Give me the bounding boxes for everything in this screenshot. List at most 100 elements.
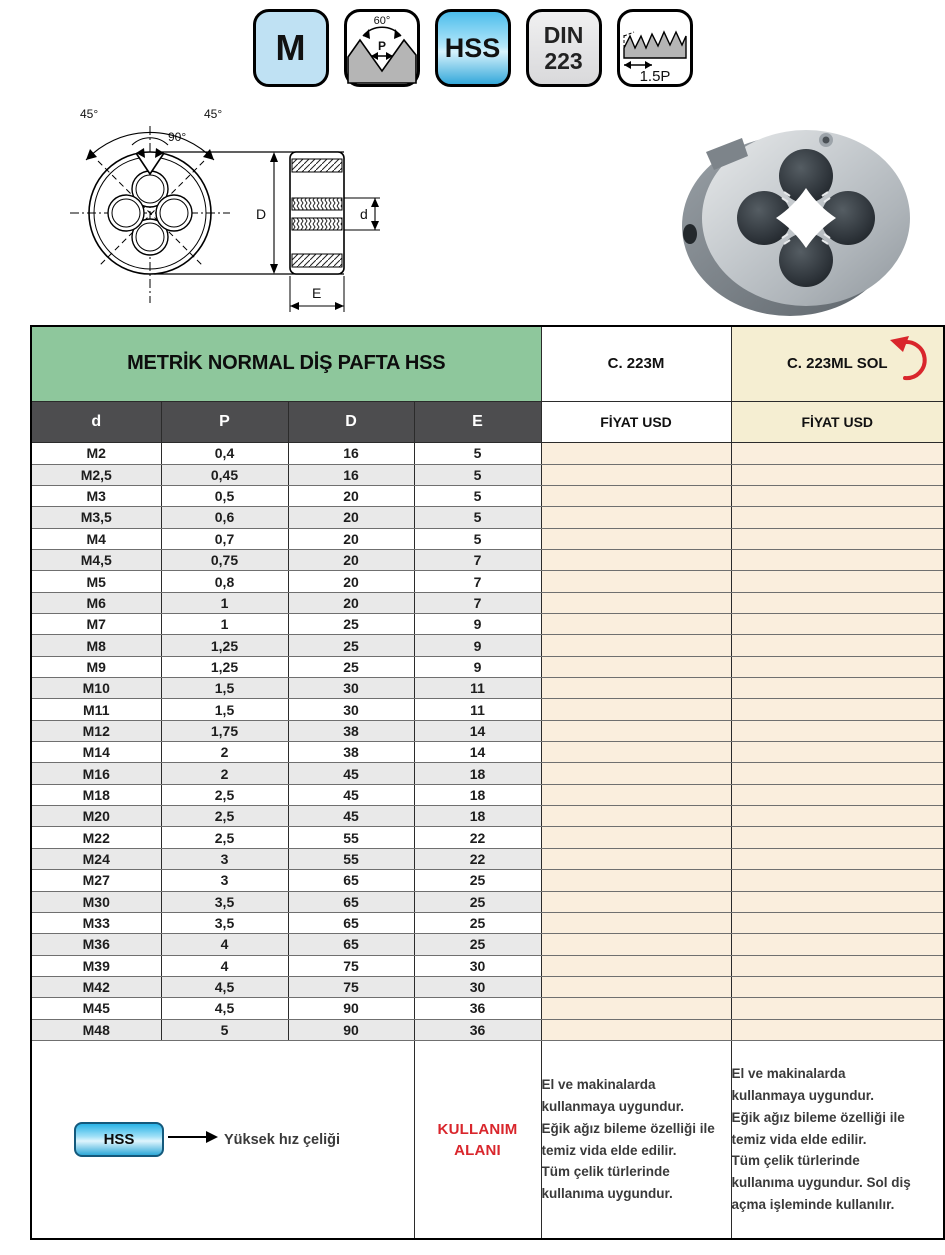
size-cell: 55 (287, 847, 415, 871)
price-cell-empty (540, 442, 732, 465)
size-cell: 14 (413, 741, 542, 764)
legend-arrow-icon (168, 1130, 218, 1149)
col-head-E: E (413, 400, 542, 444)
price-cell-empty (730, 890, 945, 913)
size-cell: 2,5 (160, 805, 289, 828)
size-cell: 1,25 (160, 634, 289, 657)
size-cell: 0,45 (160, 463, 289, 486)
price-cell-empty (540, 890, 732, 913)
table-row: M12 1,75 38 14 (30, 719, 945, 743)
size-cell: 2 (160, 762, 289, 785)
size-cell: 5 (413, 506, 542, 529)
usage-text-right-hand: El ve makinalarda kullanmaya uygundur. E… (540, 1040, 732, 1240)
size-cell: 0,7 (160, 527, 289, 551)
price-cell-empty (730, 997, 945, 1020)
angle-left-label: 45° (80, 107, 98, 121)
size-cell: 38 (287, 719, 415, 743)
price-cell-empty (730, 954, 945, 977)
table-row: M45 4,5 90 36 (30, 997, 945, 1020)
din-line1: DIN (543, 21, 584, 48)
size-cell: 3 (160, 869, 289, 892)
table-row: M9 1,25 25 9 (30, 655, 945, 679)
size-cell: 20 (287, 506, 415, 529)
size-cell: 9 (413, 655, 542, 679)
size-cell: 65 (287, 911, 415, 935)
die-technical-drawing: 90° 45° 45° (28, 98, 388, 328)
table-title: METRİK NORMAL DİŞ PAFTA HSS (30, 325, 542, 402)
thread-pitch-label: P (377, 39, 385, 53)
table-row: M48 5 90 36 (30, 1018, 945, 1042)
table-row: M3 0,5 20 5 (30, 484, 945, 508)
col-head-d: d (30, 400, 162, 444)
price-head-right-hand: FİYAT USD (540, 400, 732, 444)
din-line2: 223 (544, 48, 583, 74)
price-cell-empty (730, 933, 945, 956)
product-code-right-hand: C. 223M (540, 325, 732, 402)
size-cell: M48 (30, 1018, 162, 1042)
hss-chip: HSS (74, 1122, 164, 1158)
size-cell: 25 (287, 613, 415, 636)
product-code-left-hand: C. 223ML SOL (730, 325, 945, 402)
size-cell: 20 (287, 484, 415, 508)
size-cell: M4 (30, 527, 162, 551)
price-cell-empty (540, 506, 732, 529)
size-cell: 45 (287, 783, 415, 807)
price-cell-empty (540, 741, 732, 764)
table-row: M5 0,8 20 7 (30, 570, 945, 593)
dim-outer-label: D (256, 206, 266, 222)
price-cell-empty (730, 634, 945, 657)
size-cell: 9 (413, 634, 542, 657)
size-cell: M2,5 (30, 463, 162, 486)
price-cell-empty (730, 869, 945, 892)
size-cell: 2 (160, 741, 289, 764)
size-cell: 2,5 (160, 826, 289, 849)
size-cell: 1 (160, 591, 289, 615)
table-row: M4 0,7 20 5 (30, 527, 945, 551)
size-cell: M45 (30, 997, 162, 1020)
size-cell: 38 (287, 741, 415, 764)
col-head-p: P (160, 400, 289, 444)
size-cell: 65 (287, 869, 415, 892)
price-cell-empty (540, 869, 732, 892)
size-cell: 0,6 (160, 506, 289, 529)
price-cell-empty (730, 591, 945, 615)
table-row: M3,5 0,6 20 5 (30, 506, 945, 529)
size-cell: 36 (413, 997, 542, 1020)
size-cell: M10 (30, 677, 162, 700)
size-cell: M8 (30, 634, 162, 657)
size-cell: 20 (287, 548, 415, 572)
size-cell: M30 (30, 890, 162, 913)
size-cell: M27 (30, 869, 162, 892)
size-cell: 4 (160, 954, 289, 977)
size-cell: 1,5 (160, 698, 289, 721)
table-row: M4,5 0,75 20 7 (30, 548, 945, 572)
size-cell: 0,8 (160, 570, 289, 593)
table-row: M10 1,5 30 11 (30, 677, 945, 700)
table-row: M39 4 75 30 (30, 954, 945, 977)
thread-angle-value: 60° (373, 15, 390, 27)
size-cell: 25 (287, 655, 415, 679)
size-cell: M24 (30, 847, 162, 871)
size-cell: 25 (287, 634, 415, 657)
table-row: M14 2 38 14 (30, 741, 945, 764)
size-cell: 22 (413, 847, 542, 871)
size-cell: 30 (413, 975, 542, 999)
table-row: M2 0,4 16 5 (30, 442, 945, 465)
price-cell-empty (730, 762, 945, 785)
table-row: M18 2,5 45 18 (30, 783, 945, 807)
size-cell: 90 (287, 1018, 415, 1042)
price-cell-empty (730, 1018, 945, 1042)
price-cell-empty (540, 997, 732, 1020)
size-cell: 65 (287, 890, 415, 913)
table-footer-row: HSS Yüksek hız çeliği KULLANIM ALANI El … (30, 1040, 945, 1240)
price-cell-empty (540, 783, 732, 807)
price-head-left-hand: FİYAT USD (730, 400, 945, 444)
price-cell-empty (730, 463, 945, 486)
price-cell-empty (730, 783, 945, 807)
price-cell-empty (540, 463, 732, 486)
price-cell-empty (540, 677, 732, 700)
thread-angle-icon: 60° P (343, 9, 420, 87)
size-cell: 30 (287, 698, 415, 721)
size-cell: 75 (287, 954, 415, 977)
